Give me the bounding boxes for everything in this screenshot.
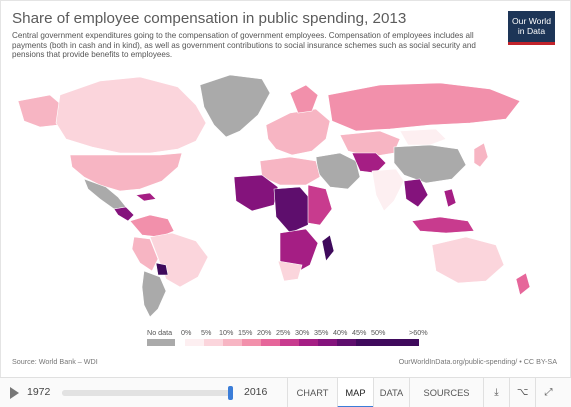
legend-tick-10: 50% — [371, 328, 386, 337]
map-legend: No data 0% 5% 10% 15% 20% 25% 30% 35% 40… — [145, 328, 445, 350]
region-southeast-asia[interactable] — [403, 178, 429, 208]
legend-nodata-label: No data — [147, 328, 173, 337]
region-antarctica — [120, 317, 460, 320]
timeline-end-year: 2016 — [244, 386, 268, 398]
logo-line1: Our World — [512, 16, 551, 26]
legend-swatch-6 — [280, 339, 299, 346]
legend-swatch-8 — [318, 339, 337, 346]
region-madagascar[interactable] — [321, 234, 335, 262]
tab-chart[interactable]: CHART — [287, 378, 337, 407]
bottom-toolbar: 1972 2016 CHART MAP DATA SOURCES ⤓ ⌥ ⤢ — [0, 377, 571, 407]
legend-tick-3: 15% — [238, 328, 253, 337]
region-europe[interactable] — [265, 108, 331, 156]
region-east-africa[interactable] — [307, 184, 333, 226]
legend-nodata-swatch — [147, 339, 175, 346]
legend-swatch-1 — [185, 339, 204, 346]
region-west-africa[interactable] — [233, 174, 279, 212]
owid-logo[interactable]: Our World in Data — [508, 11, 555, 45]
tab-sources[interactable]: SOURCES — [409, 378, 483, 407]
timeline-handle[interactable] — [228, 386, 233, 400]
region-australia[interactable] — [431, 236, 505, 284]
legend-tick-9: 45% — [352, 328, 367, 337]
chart-subtitle: Central government expenditures going to… — [12, 31, 476, 60]
chart-title: Share of employee compensation in public… — [12, 10, 407, 27]
legend-swatch-10 — [356, 339, 419, 346]
legend-tick-6: 30% — [295, 328, 310, 337]
region-paraguay[interactable] — [155, 262, 169, 276]
legend-tick-1: 5% — [201, 328, 212, 337]
region-mongolia[interactable] — [399, 128, 447, 146]
region-middle-east[interactable] — [315, 152, 361, 190]
tab-map[interactable]: MAP — [337, 378, 373, 407]
header: Share of employee compensation in public… — [12, 10, 502, 60]
timeline-slider[interactable] — [62, 390, 232, 396]
region-central-america[interactable] — [113, 206, 135, 222]
region-canada[interactable] — [55, 76, 207, 154]
region-philippines[interactable] — [443, 188, 457, 208]
world-map-svg[interactable] — [0, 65, 571, 320]
legend-tick-11: >60% — [409, 328, 428, 337]
download-icon[interactable]: ⤓ — [483, 378, 509, 407]
legend-tick-2: 10% — [219, 328, 234, 337]
timeline-start-year: 1972 — [27, 386, 51, 398]
region-southern-cone[interactable] — [141, 270, 167, 318]
play-icon[interactable] — [10, 387, 19, 399]
legend-swatch-9 — [337, 339, 356, 346]
expand-icon[interactable]: ⤢ — [535, 378, 561, 407]
region-central-africa[interactable] — [273, 186, 315, 234]
legend-tick-7: 35% — [314, 328, 329, 337]
region-caribbean[interactable] — [135, 192, 157, 202]
region-new-zealand[interactable] — [515, 272, 531, 296]
region-china[interactable] — [393, 144, 467, 184]
legend-swatch-3 — [223, 339, 242, 346]
region-india[interactable] — [371, 168, 405, 212]
region-peru-bolivia[interactable] — [131, 236, 159, 272]
region-scandinavia[interactable] — [289, 84, 319, 114]
legend-swatch-2 — [204, 339, 223, 346]
region-northern-south-america[interactable] — [129, 214, 175, 238]
legend-tick-0: 0% — [181, 328, 192, 337]
legend-tick-4: 20% — [257, 328, 272, 337]
legend-tick-8: 40% — [333, 328, 348, 337]
region-greenland[interactable] — [199, 74, 271, 138]
timeline-track — [62, 390, 232, 396]
region-iran-afghanistan[interactable] — [351, 152, 387, 174]
license-url[interactable]: OurWorldInData.org/public-spending/ • CC… — [398, 357, 557, 366]
source-note[interactable]: Source: World Bank – WDI — [12, 357, 98, 366]
region-usa[interactable] — [69, 152, 183, 192]
logo-line2: in Data — [517, 26, 546, 36]
legend-tick-5: 25% — [276, 328, 291, 337]
legend-swatch-7 — [299, 339, 318, 346]
world-map[interactable] — [0, 65, 571, 320]
legend-swatch-4 — [242, 339, 261, 346]
region-south-africa[interactable] — [277, 260, 303, 282]
region-japan[interactable] — [473, 142, 489, 168]
legend-swatch-5 — [261, 339, 280, 346]
region-indonesia[interactable] — [411, 216, 475, 234]
share-icon[interactable]: ⌥ — [509, 378, 535, 407]
region-russia[interactable] — [327, 82, 521, 132]
tab-data[interactable]: DATA — [373, 378, 409, 407]
